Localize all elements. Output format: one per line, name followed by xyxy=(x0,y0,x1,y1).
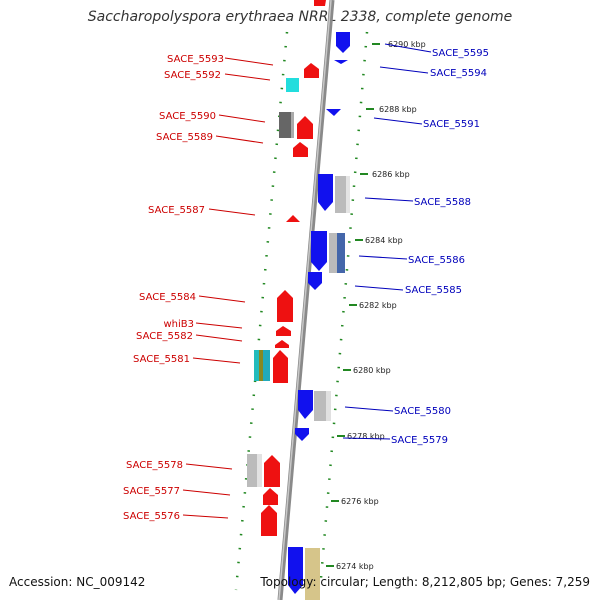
tick-label: 6274 kbp xyxy=(336,562,374,571)
gene-label[interactable]: SACE_5588 xyxy=(414,197,471,208)
gene-label[interactable]: SACE_5587 xyxy=(148,205,205,216)
accession-text: Accession: NC_009142 xyxy=(9,575,146,589)
gene-label[interactable]: SACE_5591 xyxy=(423,119,480,130)
gene-label[interactable]: SACE_5581 xyxy=(133,354,190,365)
tick-label: 6282 kbp xyxy=(359,301,397,310)
tick-marks xyxy=(326,43,380,567)
gene-label[interactable]: SACE_5577 xyxy=(123,486,180,497)
gene-label[interactable]: SACE_5584 xyxy=(139,292,196,303)
gc-skew-lines xyxy=(234,31,369,591)
gene-label[interactable]: SACE_5592 xyxy=(164,70,221,81)
gene-label[interactable]: SACE_5578 xyxy=(126,460,183,471)
genome-backbone xyxy=(277,0,335,600)
left-leaders xyxy=(182,57,274,519)
tick-labels: 6290 kbp 6288 kbp 6286 kbp 6284 kbp 6282… xyxy=(336,40,426,571)
map-title: Saccharopolyspora erythraea NRRL 2338, c… xyxy=(87,9,513,25)
tick-label: 6286 kbp xyxy=(372,170,410,179)
gene-label[interactable]: SACE_5593 xyxy=(167,54,224,65)
gene-label[interactable]: SACE_5579 xyxy=(391,435,448,446)
tick-label: 6288 kbp xyxy=(379,105,417,114)
gene-label[interactable]: SACE_5590 xyxy=(159,111,216,122)
gene-label[interactable]: whiB3 xyxy=(163,319,194,330)
left-gene-labels: SACE_5593 SACE_5592 SACE_5590 SACE_5589 … xyxy=(123,54,224,522)
tick-label: 6278 kbp xyxy=(347,432,385,441)
tick-label: 6284 kbp xyxy=(365,236,403,245)
tick-label: 6280 kbp xyxy=(353,366,391,375)
forward-features xyxy=(261,0,326,536)
topology-text: Topology: circular; Length: 8,212,805 bp… xyxy=(260,575,590,589)
right-leaders xyxy=(342,43,432,440)
gene-label[interactable]: SACE_5586 xyxy=(408,255,465,266)
gene-label[interactable]: SACE_5594 xyxy=(430,68,487,79)
other-features xyxy=(247,78,350,600)
reverse-features xyxy=(288,32,350,594)
gene-label[interactable]: SACE_5582 xyxy=(136,331,193,342)
right-gene-labels: SACE_5595 SACE_5594 SACE_5591 SACE_5588 … xyxy=(391,48,489,446)
gene-label[interactable]: SACE_5595 xyxy=(432,48,489,59)
gene-label[interactable]: SACE_5576 xyxy=(123,511,180,522)
gene-label[interactable]: SACE_5589 xyxy=(156,132,213,143)
gene-label[interactable]: SACE_5580 xyxy=(394,406,451,417)
gene-label[interactable]: SACE_5585 xyxy=(405,285,462,296)
tick-label: 6276 kbp xyxy=(341,497,379,506)
tick-label: 6290 kbp xyxy=(388,40,426,49)
